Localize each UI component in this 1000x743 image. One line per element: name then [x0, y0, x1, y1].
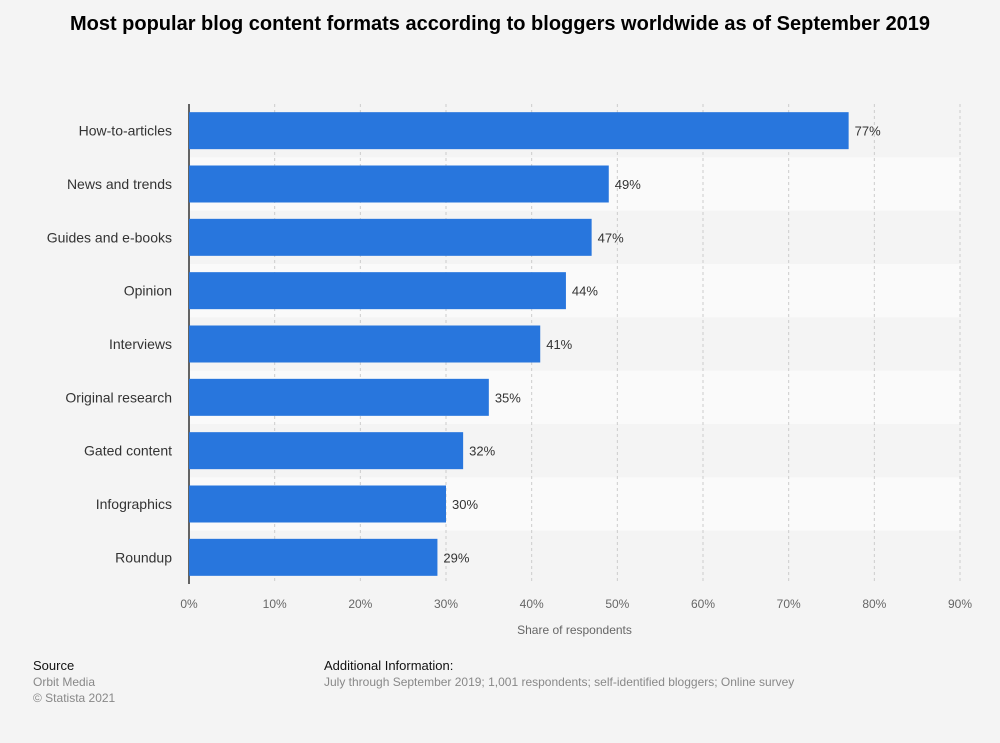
x-tick-label: 0% — [180, 597, 198, 611]
source-name[interactable]: Orbit Media — [33, 675, 96, 689]
bar — [189, 485, 446, 523]
bar — [189, 378, 489, 416]
data-label: 49% — [615, 177, 641, 192]
bar — [189, 432, 464, 470]
data-label: 32% — [469, 444, 495, 459]
category-label: Interviews — [109, 336, 172, 352]
x-tick-label: 40% — [520, 597, 544, 611]
x-tick-label: 70% — [777, 597, 801, 611]
bar — [189, 218, 592, 256]
data-label: 35% — [495, 390, 521, 405]
category-label: Roundup — [115, 549, 172, 565]
category-label: Gated content — [84, 443, 172, 459]
info-text: July through September 2019; 1,001 respo… — [324, 675, 795, 689]
x-tick-label: 10% — [263, 597, 287, 611]
data-label: 41% — [546, 337, 572, 352]
bar — [189, 272, 566, 310]
info-heading: Additional Information: — [324, 658, 454, 673]
data-label: 44% — [572, 284, 598, 299]
x-axis-title: Share of respondents — [517, 623, 632, 637]
source-heading: Source — [33, 658, 75, 673]
category-label: Opinion — [124, 283, 172, 299]
bar — [189, 165, 609, 203]
bar — [189, 325, 541, 363]
x-tick-label: 90% — [948, 597, 972, 611]
data-label: 47% — [598, 230, 624, 245]
data-label: 30% — [452, 497, 478, 512]
chart-title: Most popular blog content formats accord… — [69, 13, 931, 35]
category-label: Infographics — [96, 496, 172, 512]
additional-info-block: Additional Information: July through Sep… — [324, 658, 794, 690]
bar — [189, 538, 438, 576]
category-label: Original research — [65, 389, 172, 405]
data-label: 77% — [855, 124, 881, 139]
x-tick-label: 20% — [348, 597, 372, 611]
source-block: Source Orbit Media © Statista 2021 — [33, 658, 115, 706]
copyright-text: © Statista 2021 — [33, 691, 116, 705]
category-label: News and trends — [67, 176, 172, 192]
x-tick-label: 60% — [691, 597, 715, 611]
bar — [189, 112, 849, 150]
x-tick-label: 50% — [605, 597, 629, 611]
category-label: Guides and e-books — [47, 229, 172, 245]
x-tick-label: 30% — [434, 597, 458, 611]
category-label: How-to-articles — [79, 123, 172, 139]
bar-chart: 0% 10% 20% 30% 40% 50% 60% 70% 80% 90% 77% How-to-a… — [47, 104, 972, 637]
data-label: 29% — [443, 550, 469, 565]
x-tick-label: 80% — [862, 597, 886, 611]
